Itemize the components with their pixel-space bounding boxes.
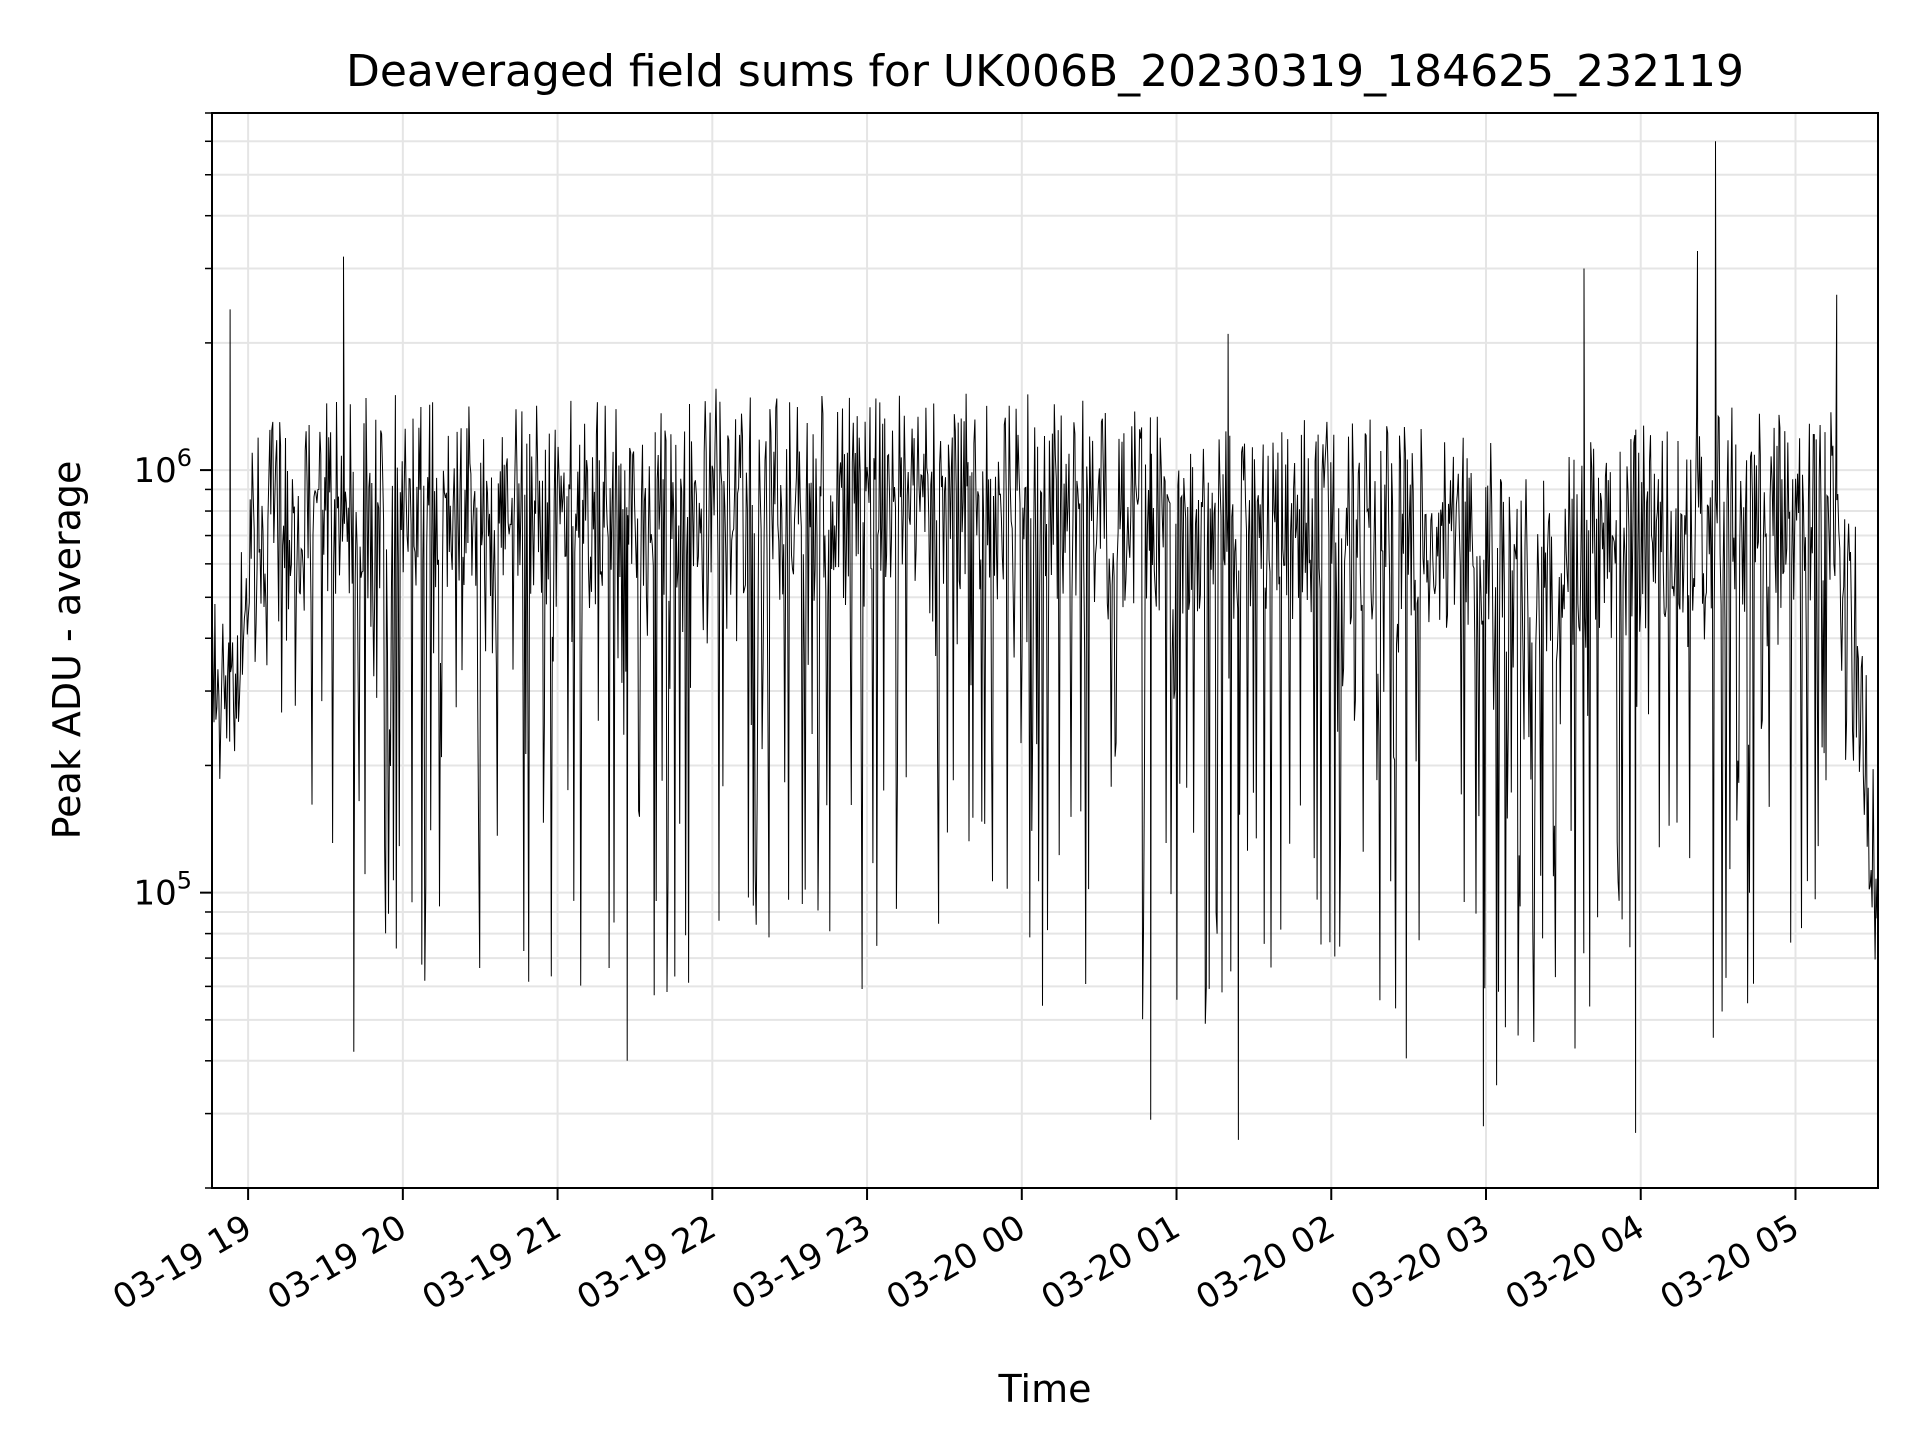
y-tick-base: 10 — [133, 451, 176, 491]
y-tick-exponent: 5 — [177, 867, 192, 895]
y-tick-exponent: 6 — [177, 444, 192, 472]
x-axis-label: Time — [998, 1367, 1092, 1411]
series-line — [211, 141, 1879, 1140]
chart-title: Deaveraged field sums for UK006B_2023031… — [346, 46, 1744, 97]
y-tick-label: 106 — [133, 444, 192, 491]
y-axis-label: Peak ADU - average — [45, 461, 89, 840]
y-tick-base: 10 — [133, 874, 176, 914]
y-tick-label: 105 — [133, 867, 192, 914]
plot-frame — [211, 112, 1879, 1189]
